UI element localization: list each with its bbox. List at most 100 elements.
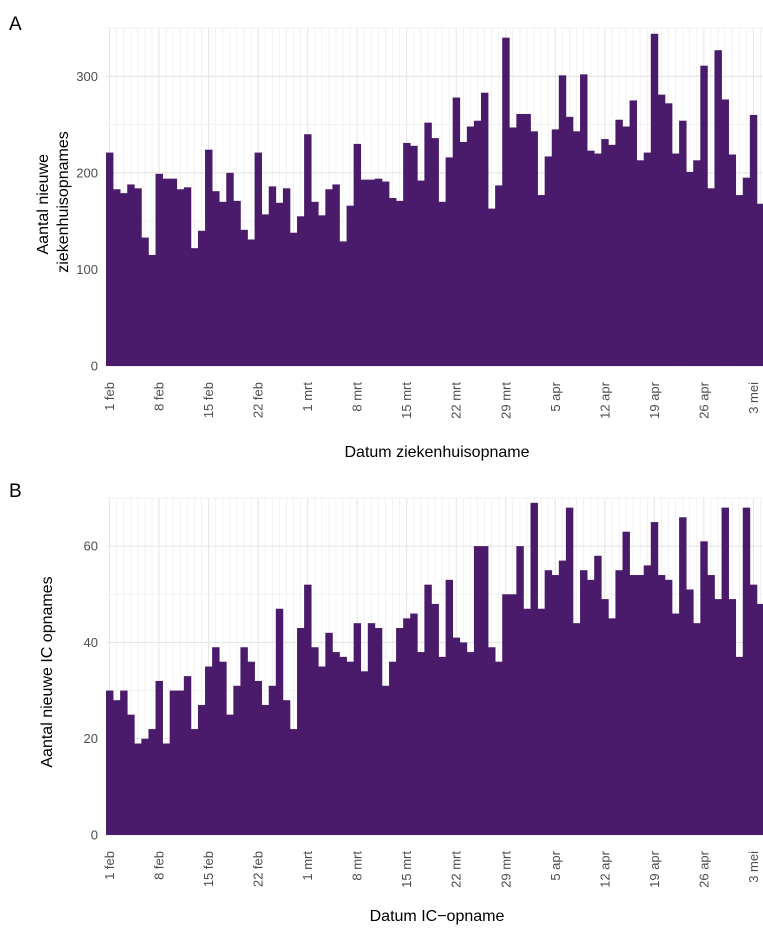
panel-b-y-ticks: 0 20 40 60 [84,539,98,843]
panel-b-bar [608,618,616,835]
panel-a-bar [289,232,298,366]
panel-b-bar [452,637,461,835]
panel-a-x-tick-label: 12 apr [597,381,612,419]
panel-a-bar [749,114,758,367]
panel-b-bar [707,575,715,835]
panel-a-bar [558,75,567,366]
panel-b-bar [275,608,284,835]
panel-b-bar [714,599,722,835]
panel-a-bar [544,156,553,366]
panel-a-x-tick-label: 1 feb [102,382,117,411]
panel-a-bar [318,215,326,366]
panel-a-bar [488,208,496,366]
panel-b-bar [162,743,171,835]
panel-a-bar [530,131,538,366]
panel-b-bar [325,632,333,835]
panel-a-bar [664,103,673,366]
panel-a-y-ticks: 0 100 200 300 [76,69,98,374]
panel-a-bar [594,153,602,366]
panel-a-bar [339,241,347,366]
panel-b-chart: B 0 20 40 60 1 feb 8 feb 15 feb 22 feb 1 mrt 8 m… [9,481,763,925]
panel-b-bar [445,579,454,835]
panel-b-bar [735,656,744,835]
panel-b-bar [183,676,192,835]
panel-a-bar [268,186,277,366]
panel-b-y-tick-label: 40 [84,635,98,650]
panel-b-bar [389,661,397,835]
panel-b-bar [304,584,312,835]
panel-b-bar [233,685,241,835]
panel-a-bar [587,150,595,366]
panel-a-bar [459,141,468,366]
panel-a-x-tick-label: 29 mrt [498,382,513,419]
panel-b-bar [629,575,637,835]
panel-a-bar [473,120,482,366]
panel-a-bar [374,178,383,366]
panel-b-bar [190,729,199,835]
panel-b-bar [509,594,517,835]
panel-b-bar [587,579,595,835]
panel-a-bar [410,145,418,366]
panel-b-x-axis-title: Datum IC−opname [370,908,505,925]
panel-a-y-tick-label: 300 [76,69,98,84]
panel-b-bar [495,661,503,835]
panel-b-bar [756,603,763,835]
panel-a-bar [197,230,206,366]
panel-a-bar [205,149,213,366]
panel-a-bar [169,178,178,366]
panel-a-bar [728,154,737,366]
panel-b-bar [558,560,567,835]
panel-b-bar [353,623,362,835]
panel-a-bar [601,139,609,366]
panel-a-x-tick-label: 5 apr [548,381,563,411]
panel-a-x-tick-label: 15 feb [201,382,216,418]
panel-b-bar [537,608,546,835]
panel-b-bar [530,502,538,835]
panel-b-bar [721,507,729,835]
panel-b-bar [410,613,418,835]
panel-a-bar [212,191,220,366]
panel-a-bar [183,187,192,366]
panel-a-bar [466,126,475,366]
panel-b-bar [318,666,326,835]
panel-a-bar [452,97,461,366]
panel-a-bar [438,201,446,366]
panel-a-bar [403,142,411,366]
panel-a-bar [615,119,623,366]
panel-a-x-tick-label: 8 mrt [350,382,365,412]
panel-b-bar [417,652,425,835]
panel-b-bar [169,690,178,835]
panel-a-bar [431,138,439,366]
panel-a-bar [127,184,135,366]
panel-b-bar [679,517,687,835]
panel-b-bar [289,729,298,835]
panel-a-bar [629,100,637,366]
panel-a-bar [190,248,199,366]
panel-b-x-tick-label: 26 apr [696,850,711,888]
panel-a-bar [219,201,227,366]
panel-a-bar [247,239,255,366]
panel-a-bar [148,254,156,366]
panel-b-bar [424,584,432,835]
panel-a-bar [565,116,574,367]
panel-b-x-ticks: 1 feb 8 feb 15 feb 22 feb 1 mrt 8 mrt 15 mrt 22… [102,850,761,888]
panel-a-y-tick-label: 100 [76,262,98,277]
panel-a-x-tick-label: 26 apr [696,381,711,419]
panel-b-bar [594,555,602,835]
panel-a-bar [106,152,114,366]
panel-b-bar [226,714,234,835]
panel-a-bar [516,113,524,366]
panel-b-bar [106,690,114,835]
panel-a-x-tick-label: 19 apr [647,381,662,419]
panel-b-y-tick-label: 0 [91,828,98,843]
panel-b-bar [672,613,680,835]
panel-a-bar [396,200,404,366]
panel-b-bar [615,570,623,835]
panel-b-x-tick-label: 15 mrt [399,851,414,888]
panel-a-bar [636,160,645,366]
panel-a-bar [113,189,121,366]
panel-b-x-tick-label: 29 mrt [498,851,513,888]
panel-a-bar [480,92,489,367]
panel-a-bar [353,143,362,366]
panel-b-bar [516,546,524,835]
